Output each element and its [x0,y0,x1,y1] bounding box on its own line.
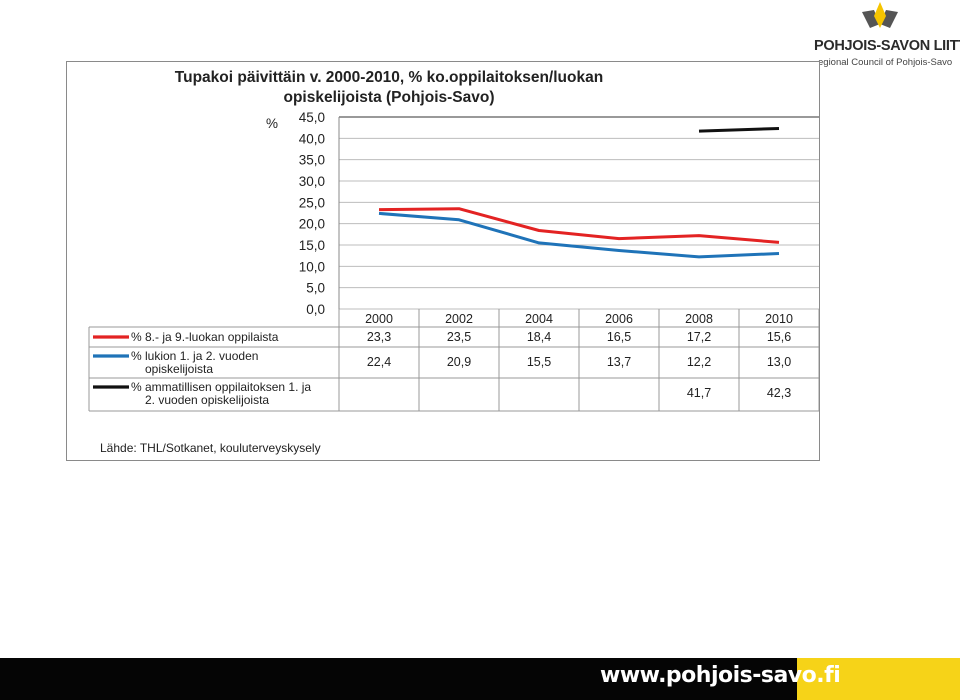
legend-label: % 8.- ja 9.-luokan oppilaista [131,330,279,344]
y-tick-label: 5,0 [306,281,325,296]
y-tick-label: 40,0 [299,131,325,146]
y-tick-label: 0,0 [306,302,325,317]
table-cell-value: 23,5 [447,330,471,344]
series-line [698,127,780,133]
table-cell-value: 16,5 [607,330,631,344]
table-cell-value: 13,7 [607,355,631,369]
x-tick-label: 2006 [605,312,633,326]
logo: POHJOIS-SAVON LIITTO egional Council of … [806,0,960,72]
x-tick-label: 2008 [685,312,713,326]
x-tick-label: 2000 [365,312,393,326]
logo-subtitle: egional Council of Pohjois-Savo [818,57,953,68]
table-cell-value: 20,9 [447,355,471,369]
footer-accent [797,658,960,700]
table-cell-value: 41,7 [687,386,711,400]
y-tick-label: 45,0 [299,110,325,125]
table-cell-value: 12,2 [687,355,711,369]
y-tick-label: 25,0 [299,195,325,210]
y-tick-label: 15,0 [299,238,325,253]
chart-title-line1: Tupakoi päivittäin v. 2000-2010, % ko.op… [175,69,603,86]
x-tick-label: 2004 [525,312,553,326]
series-line [378,211,780,259]
x-tick-label: 2010 [765,312,793,326]
y-axis-label: % [266,116,278,131]
table-cell-value: 13,0 [767,355,791,369]
footer-url-link[interactable]: www.pohjois-savo.fi [600,663,841,688]
logo-title: POHJOIS-SAVON LIITTO [814,38,960,54]
chart-frame: Tupakoi päivittäin v. 2000-2010, % ko.op… [66,61,820,461]
table-cell-value: 15,6 [767,330,791,344]
chart-title-line2: opiskelijoista (Pohjois-Savo) [283,89,494,106]
legend-label: % lukion 1. ja 2. vuoden [131,349,258,363]
chart: Tupakoi päivittäin v. 2000-2010, % ko.op… [88,69,819,412]
y-tick-label: 30,0 [299,174,325,189]
y-tick-label: 10,0 [299,259,325,274]
series-line [378,207,780,244]
table-cell-value: 42,3 [767,386,791,400]
y-tick-label: 35,0 [299,153,325,168]
table-cell-value: 15,5 [527,355,551,369]
y-tick-label: 20,0 [299,217,325,232]
table-cell-value: 17,2 [687,330,711,344]
x-tick-label: 2002 [445,312,473,326]
table-cell-value: 18,4 [527,330,551,344]
chart-source: Lähde: THL/Sotkanet, kouluterveyskysely [100,441,321,455]
legend-label: % ammatillisen oppilaitoksen 1. ja [131,380,311,394]
legend-label: opiskelijoista [145,362,213,376]
table-cell-value: 23,3 [367,330,391,344]
logo-emblem-icon [862,2,898,28]
legend-label: 2. vuoden opiskelijoista [145,393,269,407]
table-cell-value: 22,4 [367,355,391,369]
